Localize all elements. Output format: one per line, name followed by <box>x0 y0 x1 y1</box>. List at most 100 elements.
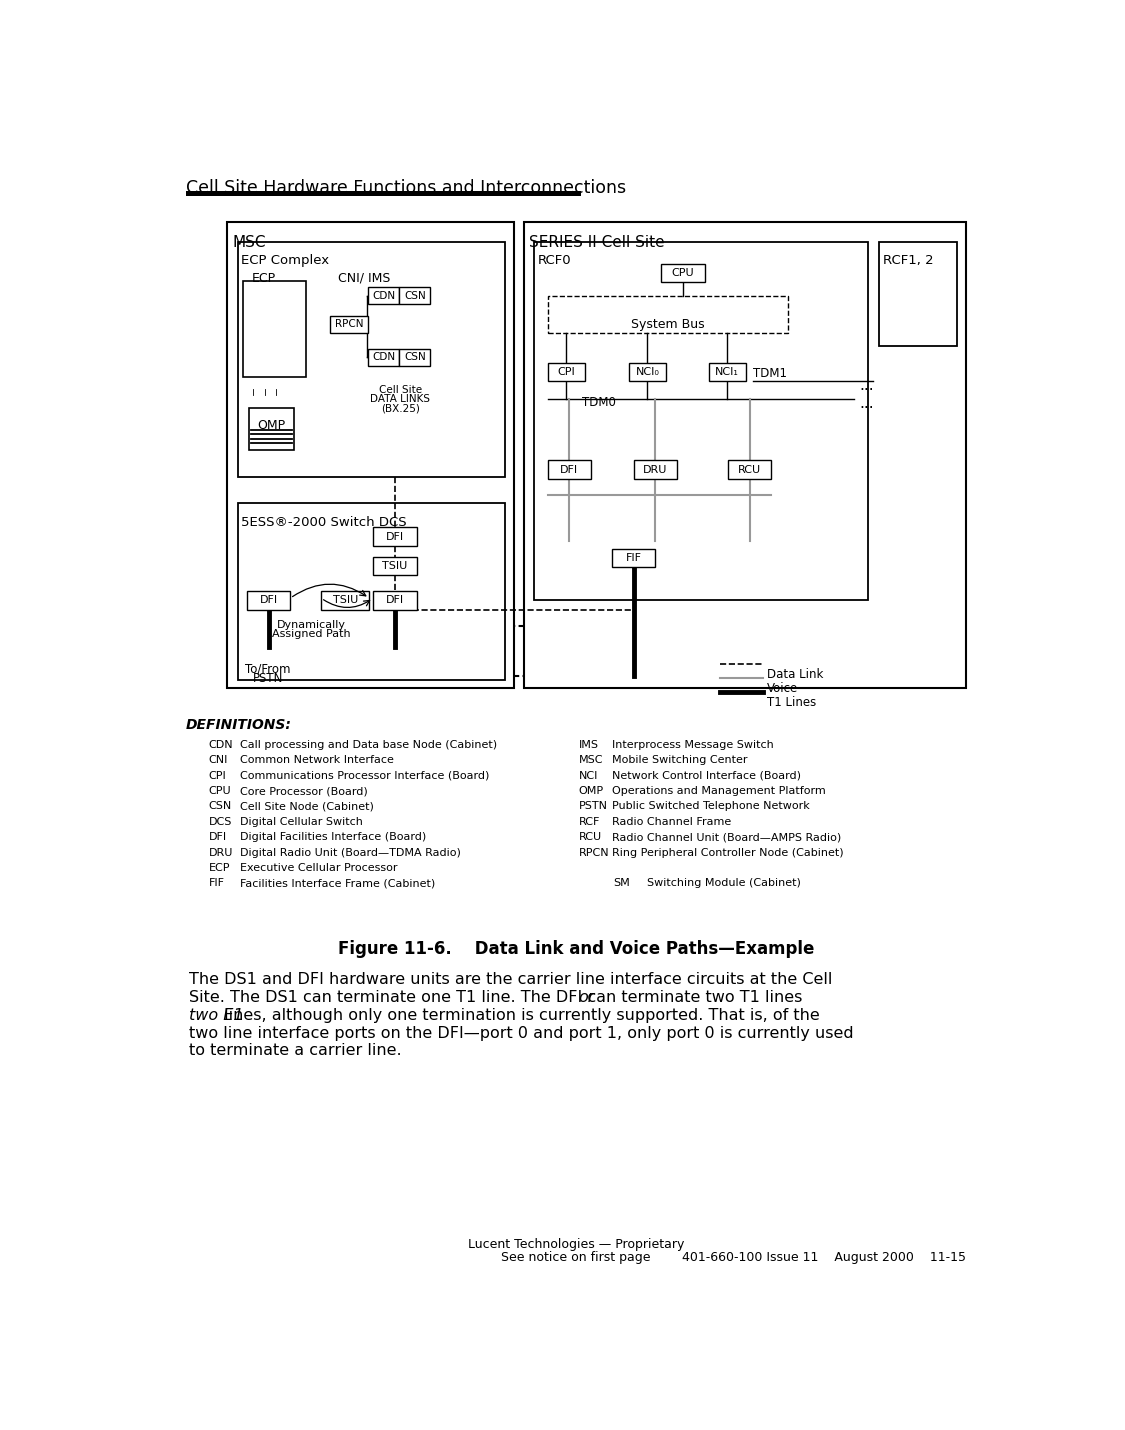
Text: Executive Cellular Processor: Executive Cellular Processor <box>240 864 397 874</box>
Text: DFI: DFI <box>560 465 578 475</box>
Text: TSIU: TSIU <box>382 561 407 571</box>
Text: Dynamically: Dynamically <box>277 619 345 629</box>
Text: RCF: RCF <box>578 817 600 827</box>
Text: RCU: RCU <box>578 832 602 842</box>
Text: CPU: CPU <box>209 787 232 797</box>
Text: The DS1 and DFI hardware units are the carrier line interface circuits at the Ce: The DS1 and DFI hardware units are the c… <box>189 972 832 987</box>
Text: Switching Module (Cabinet): Switching Module (Cabinet) <box>647 878 801 888</box>
Text: IMS: IMS <box>578 739 598 749</box>
Bar <box>880 243 956 346</box>
Text: Facilities Interface Frame (Cabinet): Facilities Interface Frame (Cabinet) <box>240 878 435 888</box>
Bar <box>227 222 514 688</box>
Text: CPI: CPI <box>557 368 575 376</box>
Text: RPCN: RPCN <box>578 848 609 858</box>
Text: CPI: CPI <box>209 771 226 781</box>
Text: Cell Site Node (Cabinet): Cell Site Node (Cabinet) <box>240 801 374 811</box>
Text: DEFINITIONS:: DEFINITIONS: <box>186 718 291 732</box>
Bar <box>237 503 505 679</box>
Text: Site. The DS1 can terminate one T1 line. The DFI can terminate two T1 lines: Site. The DS1 can terminate one T1 line.… <box>189 990 807 1005</box>
Bar <box>374 556 416 575</box>
Bar <box>374 591 416 609</box>
Text: OMP: OMP <box>578 787 604 797</box>
Text: FIF: FIF <box>209 878 225 888</box>
Text: OMP: OMP <box>258 419 286 432</box>
Text: System Bus: System Bus <box>631 317 704 330</box>
Bar <box>186 190 580 196</box>
Text: Figure 11-6.    Data Link and Voice Paths—Example: Figure 11-6. Data Link and Voice Paths—E… <box>338 940 814 958</box>
Text: Lucent Technologies — Proprietary: Lucent Technologies — Proprietary <box>468 1238 684 1251</box>
Bar <box>243 280 306 378</box>
Text: Voice: Voice <box>767 682 798 695</box>
Bar <box>263 455 271 460</box>
Text: ...: ... <box>860 396 874 410</box>
Text: CSN: CSN <box>209 801 232 811</box>
Text: DRU: DRU <box>644 465 667 475</box>
Text: 401-660-100 Issue 11    August 2000    11-15: 401-660-100 Issue 11 August 2000 11-15 <box>682 1251 966 1264</box>
Text: Assigned Path: Assigned Path <box>272 629 351 639</box>
Text: CSN: CSN <box>404 352 426 362</box>
Bar <box>728 460 772 479</box>
Text: See notice on first page: See notice on first page <box>502 1251 651 1264</box>
Bar <box>399 349 431 366</box>
Text: NCI₀: NCI₀ <box>636 368 659 376</box>
Text: lines, although only one termination is currently supported. That is, of the: lines, although only one termination is … <box>219 1008 820 1022</box>
Text: Call processing and Data base Node (Cabinet): Call processing and Data base Node (Cabi… <box>240 739 497 749</box>
Text: NCI₁: NCI₁ <box>716 368 739 376</box>
Bar <box>379 626 655 676</box>
Bar <box>548 296 788 333</box>
Bar <box>374 528 416 546</box>
Text: ECP Complex: ECP Complex <box>242 255 330 267</box>
Text: Network Control Interface (Board): Network Control Interface (Board) <box>612 771 801 781</box>
Text: two line interface ports on the DFI—port 0 and port 1, only port 0 is currently : two line interface ports on the DFI—port… <box>189 1025 853 1041</box>
Text: DFI: DFI <box>386 532 404 542</box>
Bar <box>399 287 431 305</box>
Text: TDM1: TDM1 <box>753 368 786 380</box>
Text: CNI/ IMS: CNI/ IMS <box>339 272 390 285</box>
Text: DFI: DFI <box>260 595 278 605</box>
Text: CSN: CSN <box>404 290 426 300</box>
Bar <box>612 549 655 568</box>
Bar <box>246 591 290 609</box>
Text: 5ESS®-2000 Switch DCS: 5ESS®-2000 Switch DCS <box>242 516 407 529</box>
Bar <box>237 243 505 478</box>
Bar <box>249 408 294 450</box>
Text: SERIES II Cell Site: SERIES II Cell Site <box>529 235 665 250</box>
Text: DCS: DCS <box>209 817 232 827</box>
Text: RCF1, 2: RCF1, 2 <box>883 255 934 267</box>
Text: DATA LINKS: DATA LINKS <box>370 395 430 405</box>
Text: CDN: CDN <box>209 739 234 749</box>
Text: RPCN: RPCN <box>335 319 363 329</box>
Text: CNI: CNI <box>209 755 228 765</box>
Bar <box>534 243 867 601</box>
Text: Cell Site: Cell Site <box>379 385 422 395</box>
Text: Public Switched Telephone Network: Public Switched Telephone Network <box>612 801 810 811</box>
Text: T1 Lines: T1 Lines <box>767 696 816 709</box>
Bar <box>369 349 399 366</box>
Bar <box>330 316 369 333</box>
Bar <box>274 455 282 460</box>
Bar <box>249 383 256 389</box>
Bar <box>633 460 677 479</box>
Text: Mobile Switching Center: Mobile Switching Center <box>612 755 747 765</box>
Bar <box>548 363 585 380</box>
Text: CPU: CPU <box>672 269 694 279</box>
Bar <box>369 287 399 305</box>
Bar <box>252 455 259 460</box>
Text: ECP: ECP <box>209 864 231 874</box>
Bar <box>548 460 591 479</box>
Text: two E1: two E1 <box>189 1008 243 1022</box>
Bar <box>261 383 269 389</box>
Text: PSTN: PSTN <box>578 801 608 811</box>
Text: SM: SM <box>613 878 630 888</box>
Text: Digital Radio Unit (Board—TDMA Radio): Digital Radio Unit (Board—TDMA Radio) <box>240 848 461 858</box>
Text: (BX.25): (BX.25) <box>380 403 420 413</box>
Text: FIF: FIF <box>626 553 641 563</box>
Text: MSC: MSC <box>232 235 266 250</box>
Text: Digital Facilities Interface (Board): Digital Facilities Interface (Board) <box>240 832 426 842</box>
Bar <box>366 346 433 369</box>
Text: RCU: RCU <box>738 465 762 475</box>
Text: MSC: MSC <box>578 755 603 765</box>
Text: RCF0: RCF0 <box>538 255 572 267</box>
Bar <box>322 591 369 609</box>
Text: CDN: CDN <box>372 290 396 300</box>
